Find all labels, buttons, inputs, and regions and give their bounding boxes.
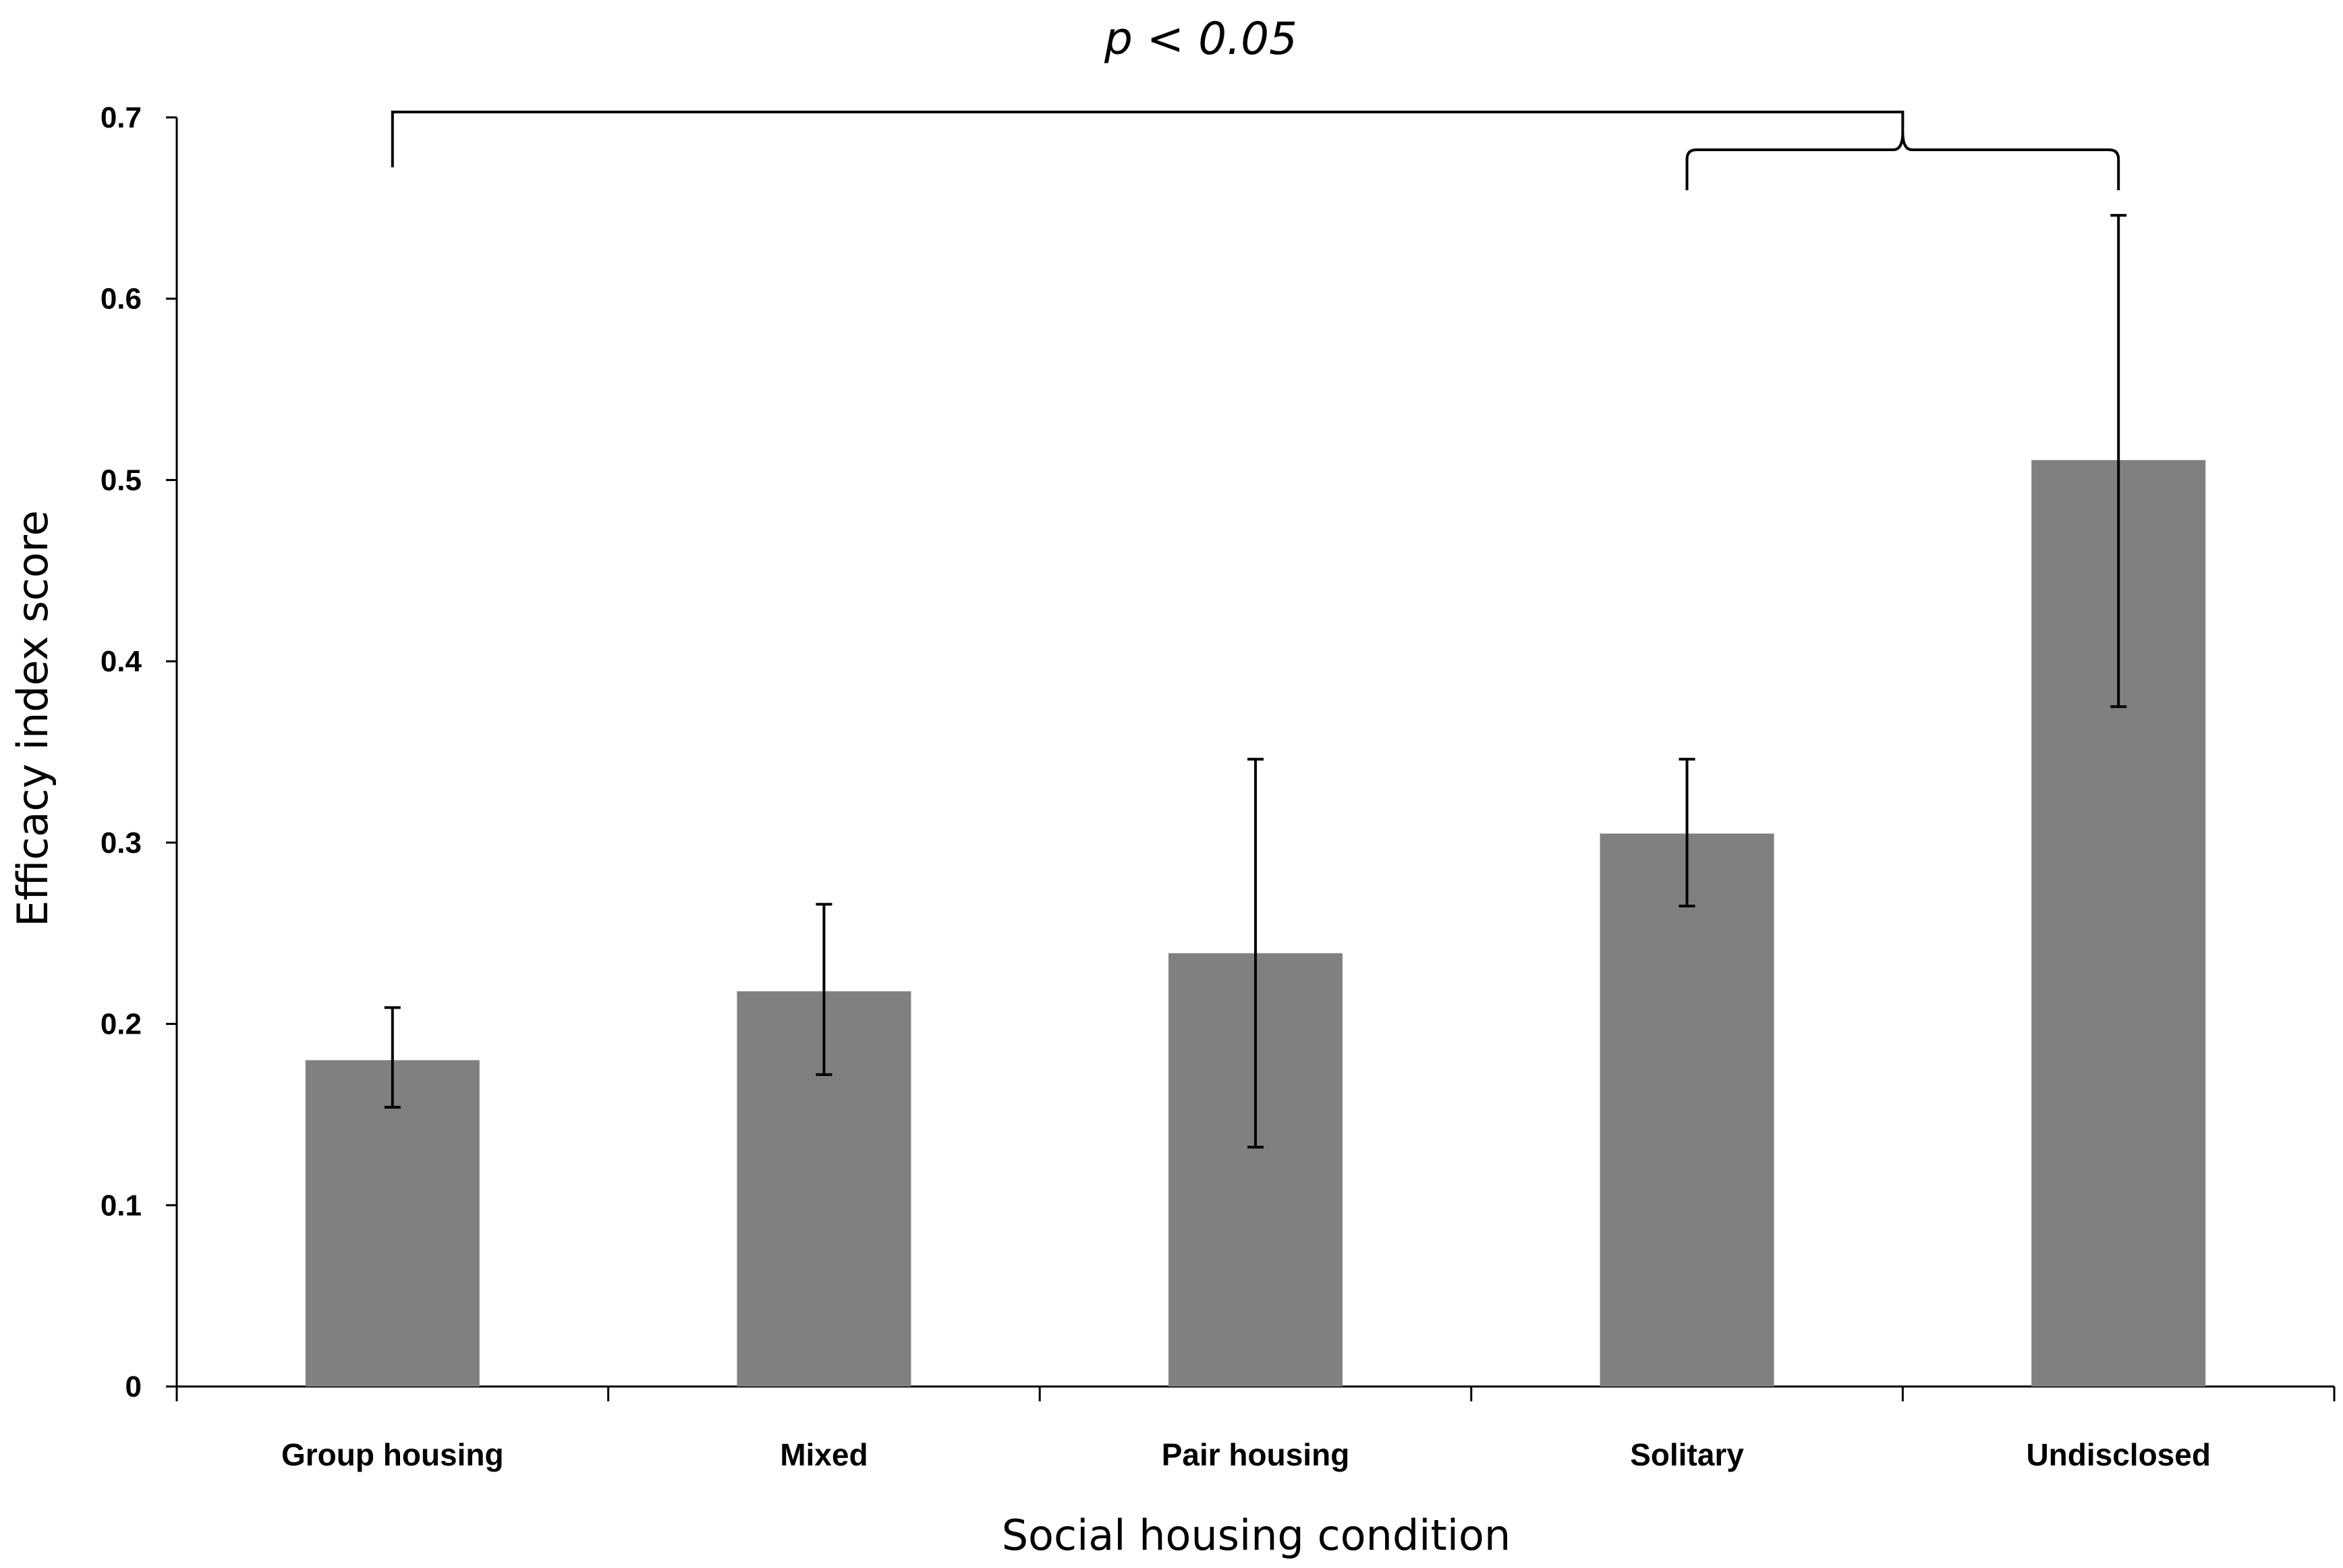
bracket-inner <box>1685 132 2120 190</box>
x-tick-labels: Group housing Mixed Pair housing Solitary Un… <box>281 1437 2211 1472</box>
y-tick-label: 0 <box>125 1370 142 1403</box>
error-bars <box>384 214 2127 1149</box>
y-tick-label: 0.1 <box>101 1189 142 1222</box>
y-tick-label: 0.5 <box>101 464 142 497</box>
x-tick-label: Mixed <box>780 1437 868 1472</box>
bar <box>305 1060 480 1387</box>
x-tick-label: Pair housing <box>1162 1437 1350 1472</box>
bars <box>305 459 2206 1387</box>
bar <box>1600 833 1774 1387</box>
bracket-outer <box>391 111 1904 167</box>
y-tick-labels: 0 0.1 0.2 0.3 0.4 0.5 0.6 0.7 <box>101 101 142 1403</box>
y-tick-label: 0.3 <box>101 827 142 860</box>
significance-bracket <box>391 111 2120 190</box>
y-axis-title: Efficacy index score <box>8 510 57 927</box>
x-axis-title: Social housing condition <box>1002 1511 1511 1560</box>
significance-label: p < 0.05 <box>1104 13 1297 65</box>
y-tick-label: 0.6 <box>101 283 142 316</box>
y-tick-label: 0.7 <box>101 101 142 134</box>
x-tick-label: Group housing <box>281 1437 504 1472</box>
x-tick-label: Solitary <box>1630 1437 1744 1472</box>
y-tick-label: 0.2 <box>101 1008 142 1041</box>
x-tick-label: Undisclosed <box>2026 1437 2211 1472</box>
y-tick-label: 0.4 <box>101 645 142 678</box>
